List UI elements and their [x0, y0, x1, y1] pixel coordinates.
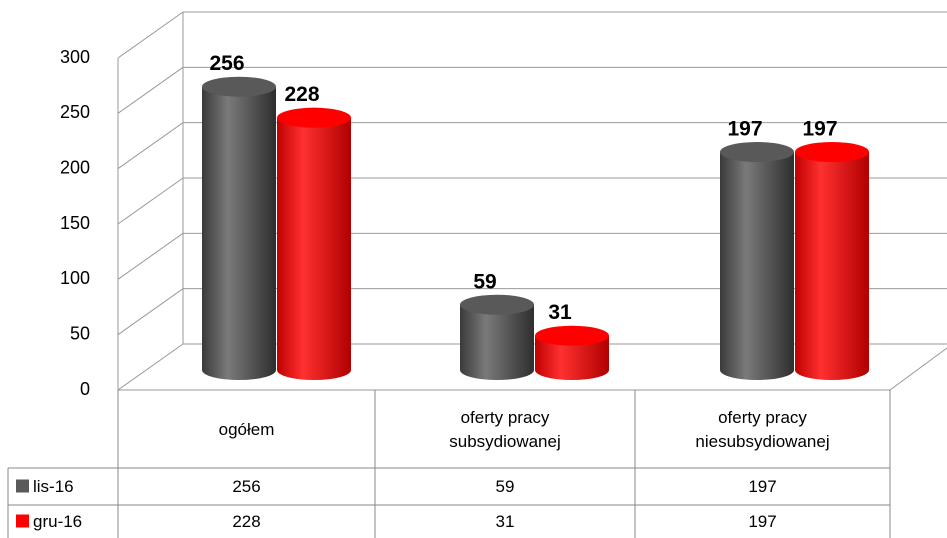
category-label-text: ogółem [218, 420, 275, 439]
data-label: 197 [802, 118, 837, 141]
category-label: oferty pracy subsydiowanej [375, 395, 635, 465]
bar [202, 76, 276, 380]
table-value-text: 59 [495, 476, 515, 496]
y-tick-label: 250 [60, 102, 90, 122]
data-label: 59 [473, 270, 496, 293]
grid-line-side [117, 343, 184, 391]
bar [460, 294, 534, 380]
bar-body [460, 304, 534, 370]
bar-top [460, 294, 534, 315]
table-value-text: 228 [232, 511, 261, 531]
data-label: 228 [284, 83, 319, 106]
bar-top [202, 76, 276, 97]
table-value: 228 [118, 505, 375, 538]
category-label-text: oferty pracy niesubsydiowanej [695, 408, 830, 451]
y-tick-label: 0 [80, 379, 90, 399]
y-tick-label: 50 [70, 323, 90, 343]
grid-line-side [117, 177, 184, 225]
table-value: 256 [118, 468, 375, 505]
y-tick-label: 100 [60, 268, 90, 288]
bar-top [795, 141, 869, 162]
grid-line-side [117, 288, 184, 336]
bar-top [535, 325, 609, 346]
bar [795, 141, 869, 380]
bar-body [202, 86, 276, 371]
category-label: oferty pracy niesubsydiowanej [635, 395, 890, 465]
table-value-text: 256 [232, 476, 261, 496]
table-value-text: 197 [748, 511, 777, 531]
bar-body [795, 151, 869, 370]
y-tick-label: 200 [60, 157, 90, 177]
bar [535, 325, 609, 380]
bar-top [720, 141, 794, 162]
table-value-text: 31 [495, 511, 515, 531]
grid-line-side [117, 232, 184, 280]
category-label-text: oferty pracy subsydiowanej [449, 408, 561, 451]
table-value-text: 197 [748, 476, 777, 496]
table-value: 197 [635, 468, 890, 505]
data-label: 31 [548, 301, 572, 324]
y-tick-label: 300 [60, 47, 90, 67]
legend-label: lis-16 [33, 477, 74, 496]
bar-body [277, 117, 351, 371]
grid-line-side [117, 122, 184, 170]
bar-body [720, 151, 794, 370]
legend-swatch [16, 514, 29, 528]
table-value: 59 [375, 468, 635, 505]
table-value: 197 [635, 505, 890, 538]
bar [277, 107, 351, 380]
data-label: 197 [727, 118, 762, 141]
grid-line-side [117, 11, 184, 59]
legend-swatch [16, 479, 29, 493]
data-label: 256 [209, 52, 244, 75]
y-tick-label: 150 [60, 213, 90, 233]
legend-label: gru-16 [33, 512, 82, 531]
table-lines [7, 390, 891, 538]
grid-line-side [117, 66, 184, 114]
bar-top [277, 107, 351, 128]
category-label: ogółem [118, 395, 375, 465]
table-value: 31 [375, 505, 635, 538]
bar [720, 141, 794, 380]
